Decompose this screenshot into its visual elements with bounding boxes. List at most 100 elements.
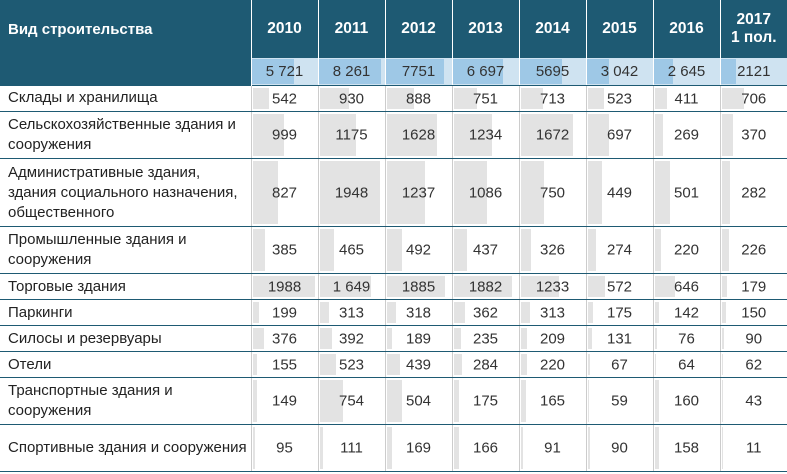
value-bar: [587, 354, 590, 375]
value-bar: [721, 380, 723, 422]
value-bar: [453, 427, 459, 469]
row-category: Спортивные здания и сооружения: [0, 424, 252, 472]
value-bar: [520, 380, 526, 422]
value-cell: 750: [519, 158, 587, 227]
value-label: 220: [539, 356, 566, 373]
value-label: 43: [745, 392, 763, 410]
total-bar: [251, 59, 295, 84]
table-row: Паркинги 199 313 318 362 313 175 142 150: [0, 299, 787, 326]
value-bar: [587, 302, 593, 323]
value-bar: [386, 276, 446, 297]
value-cell: 697: [586, 111, 654, 159]
table-row: Силосы и резервуары 376 392 189 235 209 131 76 9…: [0, 325, 787, 352]
value-bar: [386, 427, 392, 469]
value-cell: 313: [318, 299, 386, 326]
total-bar: [385, 59, 444, 84]
value-cell: 189: [385, 325, 453, 352]
value-bar: [386, 354, 401, 375]
value-label: 67: [611, 356, 628, 373]
value-bar: [453, 88, 477, 109]
value-label: 149: [271, 392, 298, 410]
value-bar: [252, 302, 259, 323]
total-bar: [452, 59, 503, 84]
value-bar: [252, 354, 258, 375]
value-bar: [386, 380, 403, 422]
value-bar: [319, 88, 349, 109]
value-cell: 1948: [318, 158, 386, 227]
total-value: 2121: [737, 63, 771, 80]
value-cell: 449: [586, 158, 654, 227]
value-label: 142: [673, 304, 700, 321]
value-label: 90: [611, 439, 628, 457]
value-label: 523: [606, 90, 633, 107]
value-bar: [520, 354, 528, 375]
value-label: 209: [539, 330, 566, 347]
value-label: 158: [673, 439, 700, 457]
row-category: Паркинги: [0, 299, 252, 326]
table-row: Отели 155 523 439 284 220 67 64 62: [0, 351, 787, 378]
value-bar: [520, 302, 531, 323]
table-row: Административные здания, здания социальн…: [0, 158, 787, 227]
value-cell: 504: [385, 377, 453, 425]
value-label: 465: [338, 241, 365, 259]
totals-row: 5 721 8 261 7751 6 697 5695 3 042 2 645 2121: [0, 58, 787, 86]
totals-row-label: [0, 58, 252, 86]
value-cell: 751: [452, 85, 520, 112]
value-label: 697: [606, 126, 633, 144]
value-cell: 827: [251, 158, 319, 227]
value-label: 501: [673, 184, 700, 201]
value-cell: 318: [385, 299, 453, 326]
value-cell: 274: [586, 226, 654, 274]
year-header-7: 2017 1 пол.: [720, 0, 787, 58]
value-label: 492: [405, 241, 432, 259]
value-label: 572: [606, 278, 633, 295]
value-bar: [386, 328, 393, 349]
value-bar: [654, 161, 671, 224]
year-header-6: 2016: [653, 0, 721, 58]
value-cell: 282: [720, 158, 787, 227]
row-category: Силосы и резервуары: [0, 325, 252, 352]
value-bar: [587, 328, 592, 349]
value-cell: 1237: [385, 158, 453, 227]
value-label: 449: [606, 184, 633, 201]
value-cell: 284: [452, 351, 520, 378]
value-label: 542: [271, 90, 298, 107]
value-label: 1628: [401, 126, 436, 144]
value-label: 62: [745, 356, 763, 373]
value-bar: [520, 427, 524, 469]
value-cell: 523: [586, 85, 654, 112]
value-bar: [587, 229, 597, 271]
total-bar: [653, 59, 674, 84]
value-label: 235: [472, 330, 499, 347]
value-label: 284: [472, 356, 499, 373]
total-cell: 5695: [519, 58, 587, 86]
value-cell: 326: [519, 226, 587, 274]
value-cell: 713: [519, 85, 587, 112]
value-bar: [386, 302, 397, 323]
value-cell: 1988: [251, 273, 319, 300]
year-header-3: 2013: [452, 0, 520, 58]
total-bar: [586, 59, 610, 84]
value-bar: [520, 114, 573, 156]
value-label: 76: [678, 330, 695, 347]
value-label: 385: [271, 241, 298, 259]
value-bar: [654, 276, 675, 297]
value-cell: 313: [519, 299, 587, 326]
value-bar: [520, 88, 543, 109]
value-cell: 226: [720, 226, 787, 274]
value-bar: [386, 161, 426, 224]
value-cell: 572: [586, 273, 654, 300]
value-cell: 501: [653, 158, 721, 227]
value-label: 1175: [335, 126, 368, 144]
table-row: Промышленные здания и сооружения 385 465 49…: [0, 226, 787, 274]
value-bar: [319, 328, 332, 349]
value-cell: 385: [251, 226, 319, 274]
value-cell: 1882: [452, 273, 520, 300]
value-cell: 1672: [519, 111, 587, 159]
value-bar: [386, 88, 415, 109]
value-bar: [520, 328, 528, 349]
row-category: Сельскохозяйственные здания и сооружения: [0, 111, 252, 159]
value-label: 1988: [267, 278, 302, 295]
value-bar: [386, 114, 438, 156]
